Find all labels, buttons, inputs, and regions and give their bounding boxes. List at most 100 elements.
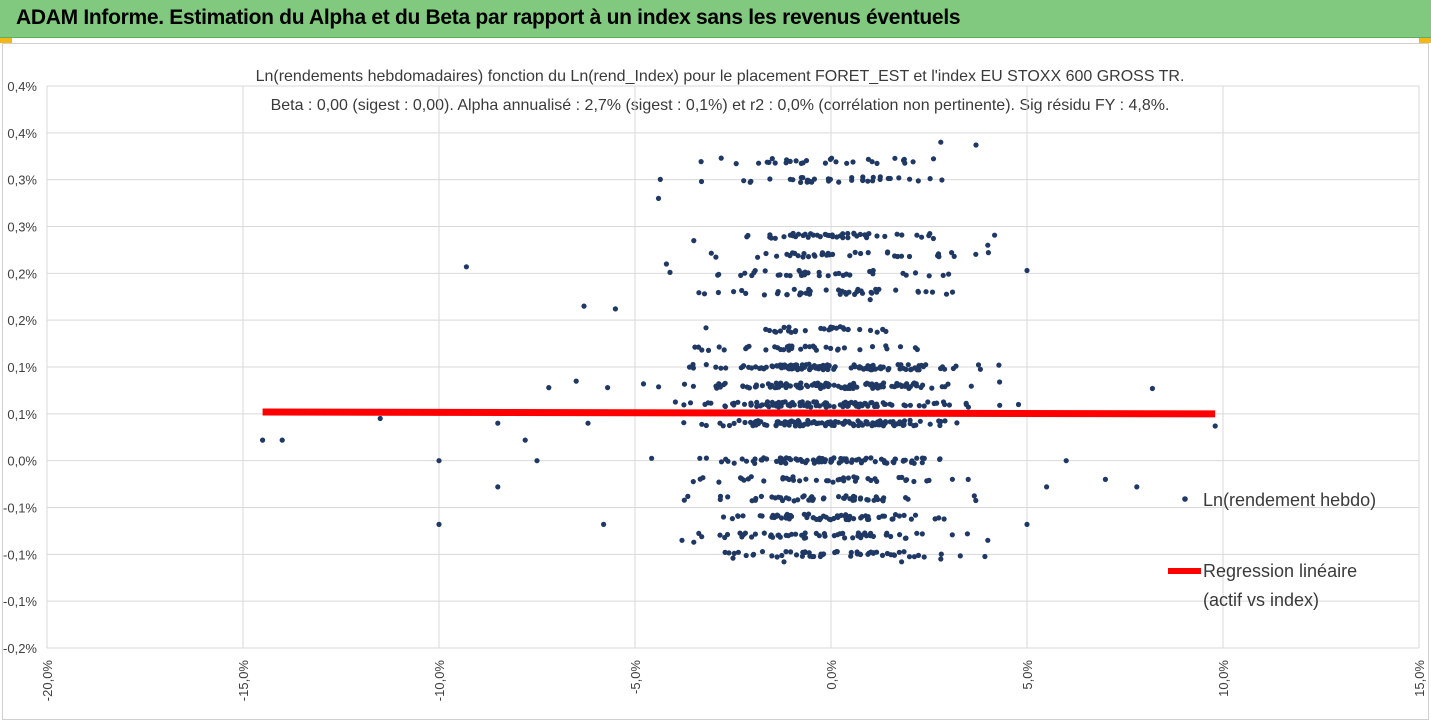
x-tick-label: -5,0% xyxy=(628,660,643,694)
data-point xyxy=(796,267,802,274)
data-point xyxy=(801,511,807,517)
data-point xyxy=(742,419,748,426)
data-point xyxy=(740,532,747,538)
data-point xyxy=(685,493,691,499)
data-point xyxy=(836,179,842,185)
corner-accent-right xyxy=(1419,38,1431,43)
data-point xyxy=(943,291,950,297)
data-point xyxy=(679,537,685,543)
data-point xyxy=(914,455,920,461)
data-point xyxy=(802,364,808,370)
data-point xyxy=(840,530,846,536)
data-point xyxy=(919,460,925,466)
y-tick-label: 0,2% xyxy=(7,266,37,281)
data-point xyxy=(788,457,794,463)
data-point xyxy=(846,289,852,295)
data-point xyxy=(906,385,912,391)
data-point xyxy=(834,513,840,519)
data-point xyxy=(816,420,822,426)
data-point xyxy=(776,532,782,538)
data-point xyxy=(864,497,870,503)
data-point xyxy=(832,549,838,556)
data-point xyxy=(769,553,775,559)
data-point xyxy=(1044,484,1050,490)
data-point xyxy=(937,456,943,462)
data-point xyxy=(822,160,829,166)
data-point xyxy=(821,384,827,390)
data-point xyxy=(875,419,881,425)
data-point xyxy=(903,495,909,501)
data-point xyxy=(951,253,957,259)
data-point xyxy=(977,366,984,372)
data-point xyxy=(703,362,709,368)
data-point xyxy=(844,160,850,166)
data-point xyxy=(672,399,679,405)
data-point xyxy=(925,399,931,405)
data-point xyxy=(725,494,731,500)
data-point xyxy=(763,364,769,370)
data-point xyxy=(377,415,383,422)
data-point xyxy=(818,325,824,331)
y-tick-label: -0,2% xyxy=(3,641,37,656)
x-axis-ticks: -20,0% -15,0% -10,0% -5,0% 0,0% 5,0% 10,0% 15,0… xyxy=(40,660,1427,702)
data-point xyxy=(901,418,908,424)
data-point xyxy=(884,530,890,536)
data-point xyxy=(786,366,792,372)
y-tick-label: -0,1% xyxy=(3,547,37,562)
data-point xyxy=(769,363,775,369)
data-point xyxy=(859,514,865,520)
data-point xyxy=(940,399,947,405)
data-point xyxy=(731,550,737,556)
data-point xyxy=(859,290,866,296)
data-point xyxy=(573,378,579,384)
data-point xyxy=(872,476,878,482)
data-point xyxy=(892,155,898,161)
data-point xyxy=(823,344,829,350)
data-point xyxy=(899,559,905,565)
data-point xyxy=(754,399,760,405)
data-point xyxy=(957,553,963,559)
data-point xyxy=(894,231,900,237)
data-point xyxy=(791,286,797,292)
y-tick-label: -0,1% xyxy=(3,501,37,516)
data-point xyxy=(822,231,828,237)
data-point xyxy=(929,289,936,295)
y-tick-label: -0,1% xyxy=(3,594,37,609)
data-point xyxy=(767,384,773,390)
data-point xyxy=(726,422,733,429)
data-point xyxy=(800,494,806,500)
data-point xyxy=(722,534,728,541)
data-point xyxy=(745,232,751,239)
data-point xyxy=(973,497,979,504)
data-point xyxy=(850,535,856,541)
data-point xyxy=(835,347,841,353)
data-point xyxy=(897,344,904,350)
data-point xyxy=(495,420,501,426)
data-point xyxy=(868,530,874,536)
data-point xyxy=(879,552,886,558)
data-point xyxy=(936,515,942,521)
data-point xyxy=(759,549,766,555)
data-point xyxy=(874,160,880,166)
data-point xyxy=(803,476,809,482)
data-point xyxy=(766,327,773,334)
data-point xyxy=(856,401,862,407)
data-point xyxy=(687,400,694,406)
data-point xyxy=(703,455,710,461)
data-point xyxy=(930,156,937,162)
data-point xyxy=(858,250,864,257)
data-point xyxy=(698,159,704,165)
data-point xyxy=(764,422,770,428)
data-point xyxy=(826,327,832,333)
data-point xyxy=(874,329,880,335)
data-point xyxy=(700,475,706,481)
data-point xyxy=(878,384,884,390)
data-point xyxy=(840,235,846,241)
data-point xyxy=(848,399,854,405)
data-point xyxy=(810,515,816,521)
data-point xyxy=(746,385,753,391)
y-tick-label: 0,1% xyxy=(7,407,37,422)
data-point xyxy=(905,362,911,368)
data-point xyxy=(911,460,917,466)
data-point xyxy=(845,326,851,333)
